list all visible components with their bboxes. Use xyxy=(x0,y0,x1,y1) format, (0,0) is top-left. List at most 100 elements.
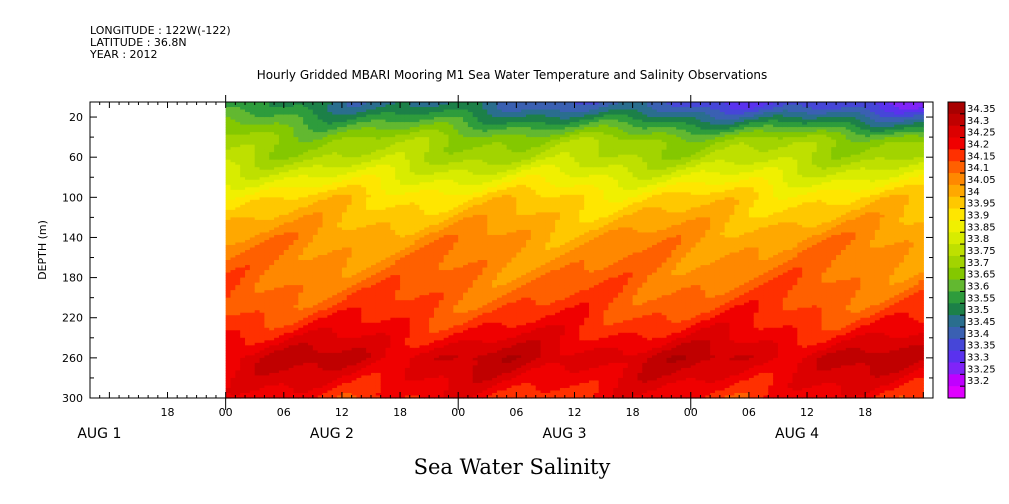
contour-cell xyxy=(424,234,430,239)
contour-cell xyxy=(308,137,314,141)
contour-cell xyxy=(240,340,246,344)
contour-cell xyxy=(404,219,411,224)
contour-cell xyxy=(235,209,241,213)
contour-cell xyxy=(400,370,406,374)
contour-cell xyxy=(395,355,401,359)
contour-cell xyxy=(235,169,241,173)
contour-cell xyxy=(390,197,396,201)
contour-cell xyxy=(424,239,430,244)
contour-cell xyxy=(351,277,358,281)
contour-cell xyxy=(312,277,319,281)
contour-cell xyxy=(288,244,295,249)
contour-cell xyxy=(400,149,406,153)
contour-cell xyxy=(424,199,430,203)
contour-cell xyxy=(390,202,396,206)
contour-cell xyxy=(308,392,314,397)
contour-cell xyxy=(322,280,328,284)
contour-cell xyxy=(240,207,246,211)
contour-cell xyxy=(278,307,285,311)
contour-cell xyxy=(346,187,353,191)
contour-cell xyxy=(293,122,299,126)
contour-cell xyxy=(245,204,251,208)
contour-cell xyxy=(235,139,241,143)
contour-cell xyxy=(332,124,338,128)
contour-cell xyxy=(240,222,246,226)
contour-cell xyxy=(385,164,391,168)
contour-cell xyxy=(303,164,309,168)
contour-cell xyxy=(380,377,387,382)
contour-cell xyxy=(225,312,232,316)
contour-cell xyxy=(317,139,324,143)
contour-cell xyxy=(380,104,387,108)
contour-cell xyxy=(312,390,319,394)
contour-cell xyxy=(225,345,232,349)
contour-cell xyxy=(419,352,425,356)
contour-cell xyxy=(240,287,246,291)
contour-cell xyxy=(346,262,353,266)
contour-cell xyxy=(240,144,246,148)
contour-cell xyxy=(409,194,416,198)
contour-cell xyxy=(298,199,304,203)
contour-cell xyxy=(327,270,333,274)
contour-cell xyxy=(419,350,425,354)
contour-cell xyxy=(346,382,353,387)
contour-cell xyxy=(230,252,236,256)
contour-cell xyxy=(317,222,324,226)
contour-cell xyxy=(283,114,290,118)
contour-cell xyxy=(278,237,285,241)
contour-cell xyxy=(341,202,348,206)
contour-cell xyxy=(264,327,270,331)
contour-cell xyxy=(351,317,358,321)
contour-cell xyxy=(404,322,411,326)
contour-cell xyxy=(356,189,362,193)
contour-cell xyxy=(235,234,241,239)
contour-cell xyxy=(337,347,343,351)
contour-cell xyxy=(419,330,425,334)
contour-cell xyxy=(375,337,382,341)
contour-cell xyxy=(380,275,387,279)
contour-cell xyxy=(361,119,367,123)
contour-cell xyxy=(240,167,246,171)
contour-cell xyxy=(235,109,241,113)
contour-cell xyxy=(235,199,241,203)
contour-cell xyxy=(298,290,304,294)
contour-cell xyxy=(225,255,232,259)
contour-cell xyxy=(264,227,270,231)
contour-cell xyxy=(322,154,328,158)
contour-cell xyxy=(356,134,362,138)
contour-cell xyxy=(269,392,275,397)
contour-cell xyxy=(240,315,246,319)
contour-cell xyxy=(366,154,372,158)
contour-cell xyxy=(366,174,372,178)
contour-cell xyxy=(254,367,261,372)
contour-cell xyxy=(274,332,280,336)
contour-cell xyxy=(288,317,295,321)
contour-cell xyxy=(366,310,372,314)
contour-cell xyxy=(400,247,406,251)
contour-cell xyxy=(269,307,275,311)
contour-cell xyxy=(414,267,421,271)
contour-cell xyxy=(278,147,285,151)
contour-cell xyxy=(390,380,396,384)
contour-cell xyxy=(230,307,236,311)
contour-cell xyxy=(264,287,270,291)
contour-cell xyxy=(303,340,309,344)
contour-cell xyxy=(390,377,396,382)
contour-cell xyxy=(332,335,338,339)
contour-cell xyxy=(308,312,314,316)
contour-cell xyxy=(327,282,333,286)
contour-cell xyxy=(245,159,251,163)
contour-cell xyxy=(274,360,280,364)
contour-cell xyxy=(414,292,421,296)
contour-cell xyxy=(375,217,382,221)
contour-cell xyxy=(303,132,309,136)
contour-cell xyxy=(400,217,406,221)
contour-cell xyxy=(293,182,299,186)
contour-cell xyxy=(235,352,241,356)
contour-cell xyxy=(356,142,362,146)
contour-cell xyxy=(366,315,372,319)
contour-cell xyxy=(225,295,232,299)
contour-cell xyxy=(366,127,372,131)
contour-cell xyxy=(317,232,324,236)
contour-cell xyxy=(371,194,377,198)
